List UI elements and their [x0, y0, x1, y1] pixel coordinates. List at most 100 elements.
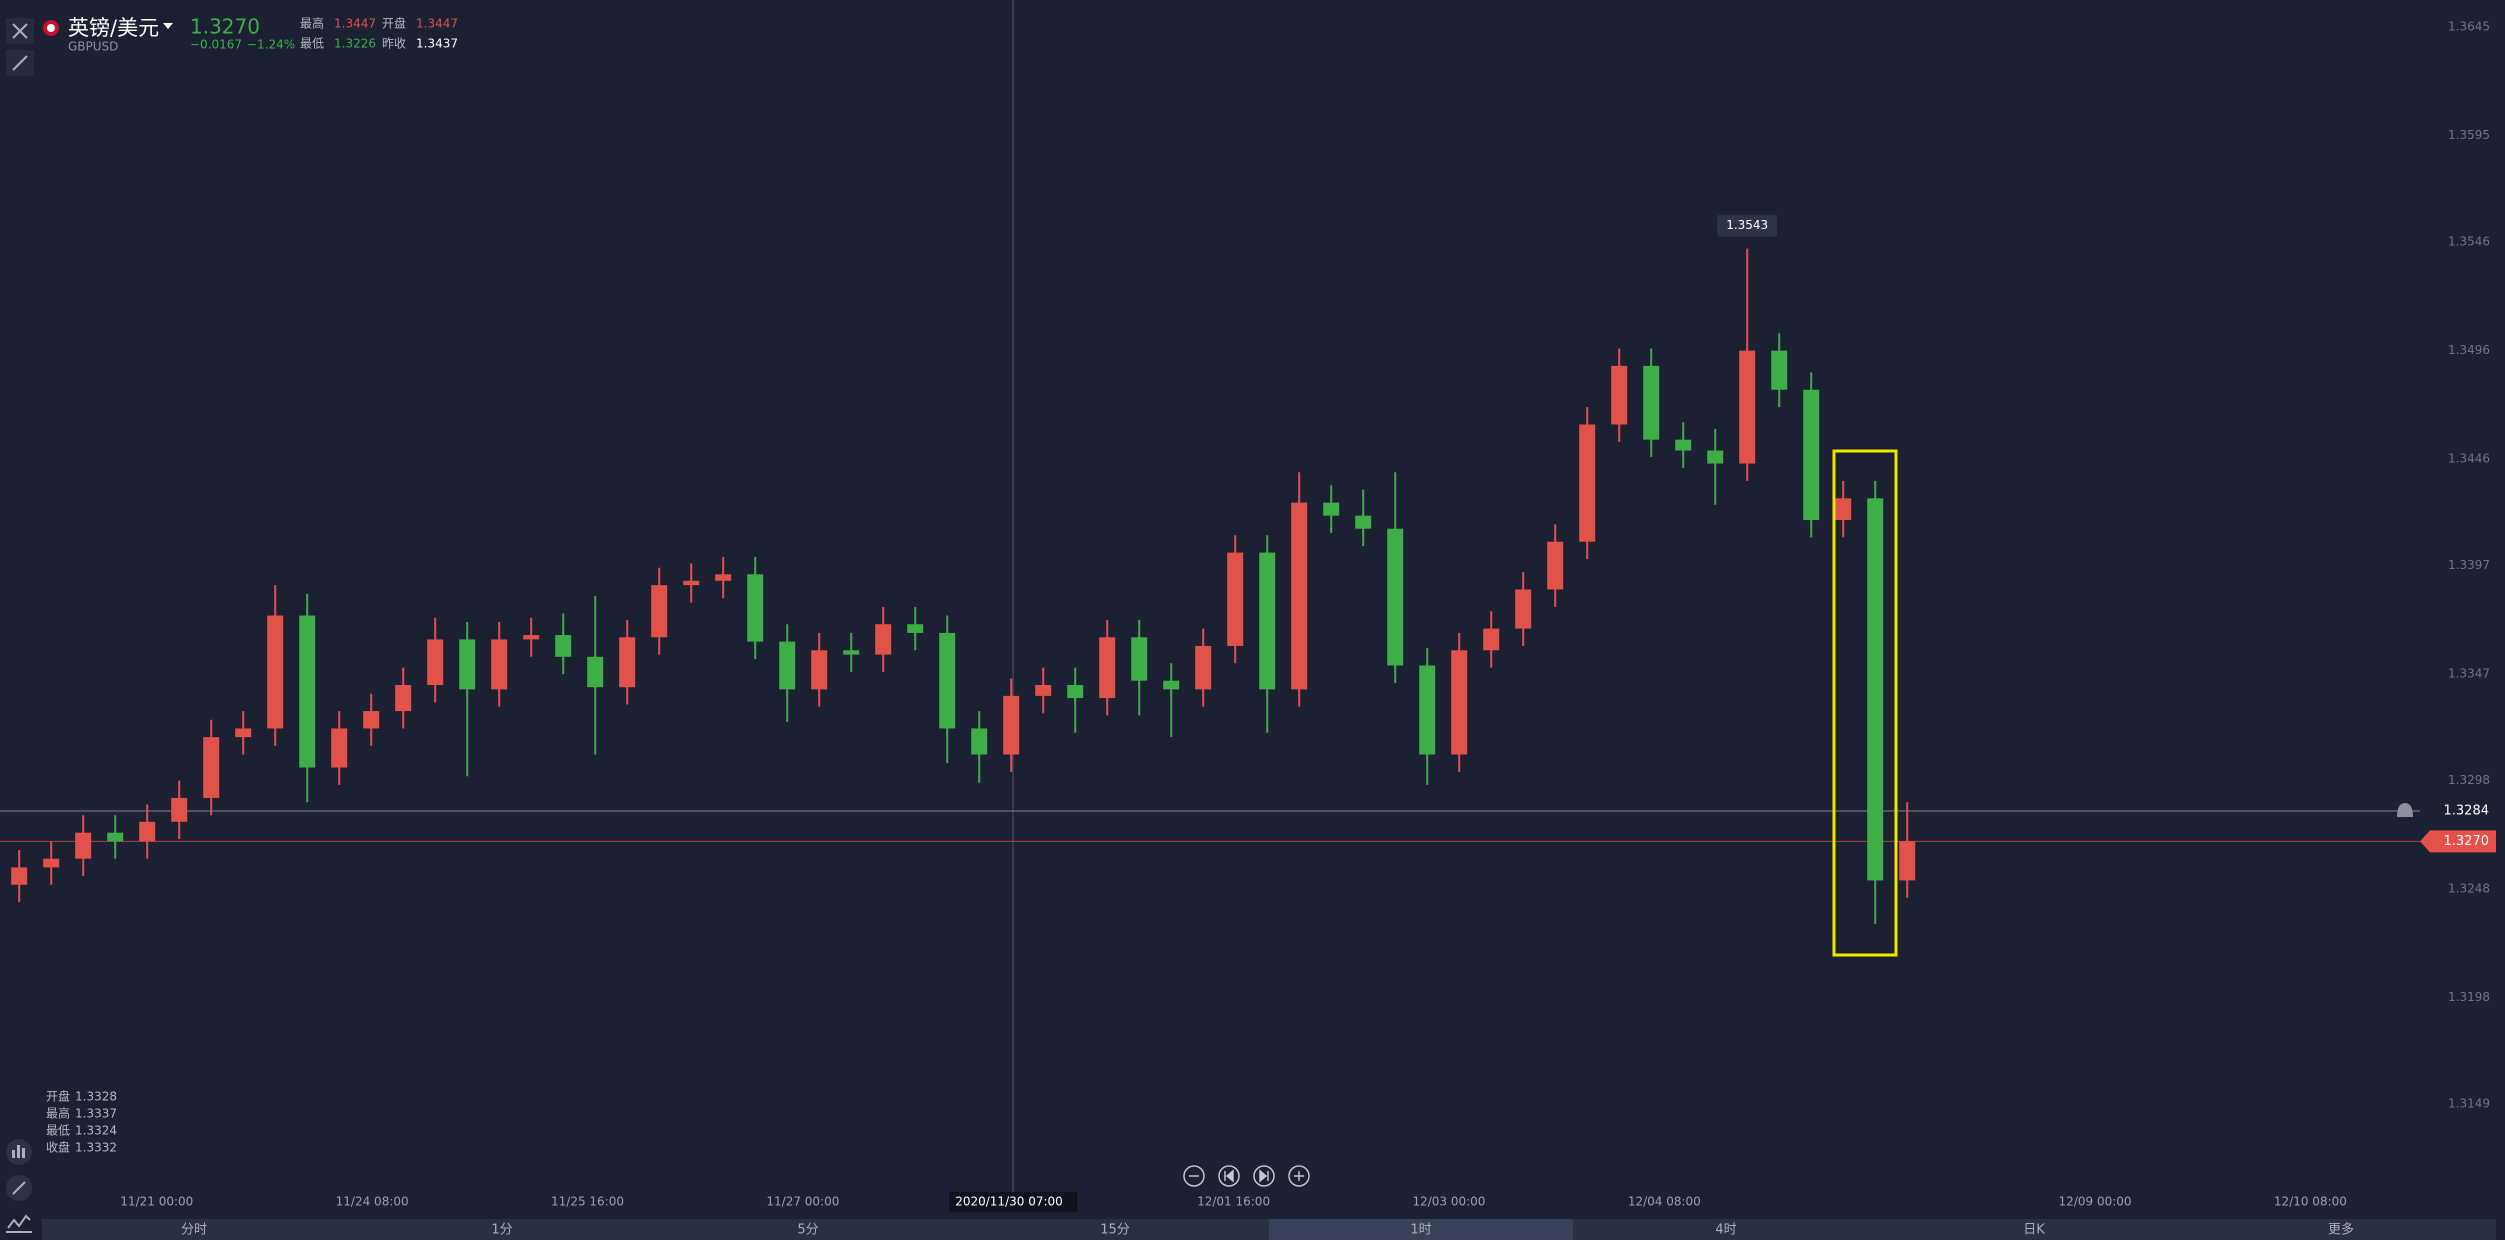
timeframe-tab[interactable]: 1时 [1410, 1223, 1431, 1238]
candle-body [1323, 502, 1340, 516]
timeframe-tab[interactable]: 日K [2023, 1223, 2045, 1238]
x-tick-label: 12/03 00:00 [1412, 1195, 1485, 1209]
timeframe-tab[interactable]: 4时 [1715, 1223, 1736, 1238]
zoom-controls [1183, 1165, 1310, 1187]
candle-body [171, 797, 188, 822]
symbol-name[interactable]: 英镑/美元 [68, 16, 159, 40]
alert-price-tag [2424, 799, 2496, 822]
timeframe-tab[interactable]: 更多 [2328, 1222, 2354, 1238]
crosshair-time-box [949, 1192, 1077, 1212]
candle-body [651, 585, 668, 638]
candle-body [619, 637, 636, 688]
y-tick-label: 1.3446 [2448, 452, 2490, 466]
timeframe-tab[interactable]: 1分 [491, 1223, 512, 1238]
stat-label: 最低 [300, 37, 324, 51]
y-tick-label: 1.3546 [2448, 235, 2490, 249]
symbol-dropdown[interactable] [163, 23, 173, 29]
y-tick-label: 1.3149 [2448, 1097, 2490, 1111]
close-button[interactable] [6, 18, 34, 44]
ohlc-value: 1.3328 [75, 1090, 117, 1104]
candle-body [587, 656, 604, 688]
candle-body [523, 635, 540, 640]
candle-body [331, 728, 348, 768]
high-label-box [1717, 214, 1778, 237]
candle-body [267, 615, 284, 729]
candle-body [395, 685, 412, 712]
candle-body [1067, 685, 1084, 699]
candle-body [939, 632, 956, 729]
stat-label: 开盘 [382, 16, 406, 31]
y-tick-label: 1.3347 [2448, 667, 2490, 681]
candle-body [747, 574, 764, 642]
candle-body [811, 650, 828, 690]
flag-icon [47, 24, 55, 32]
stat-value: 1.3447 [334, 17, 376, 31]
stat-value: 1.3447 [416, 17, 458, 31]
ohlc-value: 1.3332 [75, 1141, 117, 1155]
candle-body [1483, 628, 1500, 651]
stat-label: 最高 [300, 16, 324, 31]
candle-body [1707, 450, 1724, 464]
x-tick-label: 12/04 08:00 [1628, 1195, 1701, 1209]
y-tick-label: 1.3298 [2448, 773, 2490, 787]
scroll-start-button[interactable] [1218, 1165, 1240, 1187]
stat-value: 1.3437 [416, 37, 458, 51]
candle-body [1387, 528, 1404, 666]
candle-body [1675, 439, 1692, 451]
last-price: 1.3270 [190, 15, 260, 39]
last-price-tag [2420, 830, 2496, 853]
candle-body [843, 650, 860, 655]
timeframe-active [1269, 1219, 1573, 1240]
candle-body [1611, 365, 1628, 425]
candle-body [1739, 350, 1756, 464]
candle-body [1899, 841, 1916, 881]
candle-body [1035, 685, 1052, 696]
zoom-in-button[interactable] [1288, 1165, 1310, 1187]
alert-bell[interactable] [2397, 802, 2413, 817]
candle-body [107, 832, 124, 842]
candle-body [1003, 695, 1020, 755]
ohlc-label: 最高 [46, 1106, 70, 1121]
timeframe-tab[interactable]: 分时 [181, 1223, 207, 1238]
timeframe-tab[interactable]: 15分 [1100, 1223, 1130, 1238]
candle-body [427, 639, 444, 686]
candle-body [1643, 365, 1660, 440]
candle-body [875, 624, 892, 655]
candle-body [1291, 502, 1308, 690]
chart-type-button[interactable] [6, 1214, 32, 1233]
candle-body [459, 639, 476, 690]
pen-button[interactable] [6, 1175, 32, 1201]
stat-label: 昨收 [382, 37, 406, 51]
candle-body [1867, 498, 1884, 881]
x-tick-label: 12/10 08:00 [2274, 1195, 2347, 1209]
candle-body [1451, 650, 1468, 755]
price-change: −0.0167 [190, 38, 242, 52]
ohlc-label: 最低 [46, 1124, 70, 1138]
candle-body [779, 641, 796, 690]
candle-body [11, 867, 28, 885]
candle-body [715, 574, 732, 581]
candle-body [1131, 637, 1148, 681]
zoom-out-button[interactable] [1183, 1165, 1205, 1187]
timeframe-tab[interactable]: 5分 [797, 1223, 818, 1238]
crosshair-time: 2020/11/30 07:00 [955, 1195, 1063, 1209]
candle-body [1195, 645, 1212, 690]
scroll-end-button[interactable] [1253, 1165, 1275, 1187]
highlight-box [1832, 449, 1898, 957]
y-tick-label: 1.3645 [2448, 20, 2490, 34]
candle-body [203, 737, 220, 798]
indicator-button[interactable] [6, 1139, 32, 1165]
stat-value: 1.3226 [334, 37, 376, 51]
symbol-code: GBPUSD [68, 40, 118, 54]
candle-body [1803, 389, 1820, 521]
last-price-label: 1.3270 [2444, 834, 2490, 849]
x-tick-label: 12/09 00:00 [2059, 1195, 2132, 1209]
y-tick-label: 1.3248 [2448, 882, 2490, 896]
draw-tool-button[interactable] [6, 50, 34, 76]
candle-body [971, 728, 988, 755]
candle-body [907, 624, 924, 633]
x-tick-label: 12/01 16:00 [1197, 1195, 1270, 1209]
candle-body [491, 639, 508, 690]
